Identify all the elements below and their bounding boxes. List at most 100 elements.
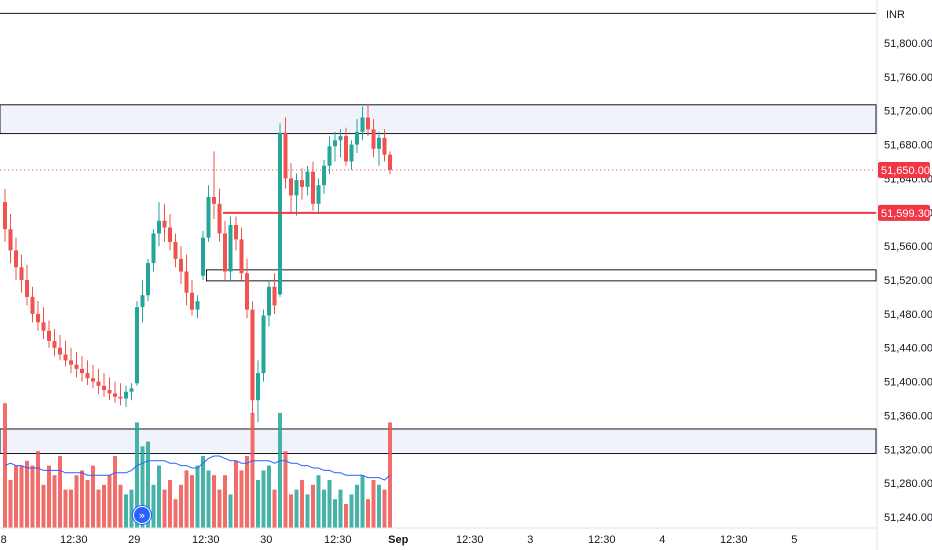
candle-body: [300, 180, 304, 187]
volume-bar: [305, 494, 310, 528]
candle-body: [107, 390, 112, 394]
volume-bar: [371, 480, 376, 528]
volume-bar: [146, 441, 150, 528]
price-tick-label: 51,360.00: [884, 410, 932, 422]
candle-body: [223, 233, 227, 272]
volume-bar: [195, 465, 200, 528]
candle-body: [118, 396, 123, 399]
candle-body: [157, 220, 161, 234]
volume-bar: [239, 470, 244, 528]
candle-body: [63, 354, 68, 361]
volume-bar: [261, 470, 266, 528]
volume-bar: [377, 484, 381, 528]
time-tick-label: 12:30: [324, 534, 352, 546]
volume-bar: [85, 480, 90, 528]
candle-body: [382, 137, 387, 155]
level-price-label: 51,599.30: [881, 208, 930, 220]
candle-body: [179, 258, 183, 272]
volume-bar: [217, 489, 222, 528]
candle-body: [261, 315, 266, 374]
candle-body: [195, 301, 200, 310]
candle-body: [322, 165, 326, 186]
price-tick-label: 51,720.00: [884, 106, 932, 118]
volume-bar: [344, 504, 348, 528]
volume-bar: [14, 465, 18, 528]
price-tick-label: 51,400.00: [884, 377, 932, 389]
volume-bar: [36, 451, 40, 528]
volume-bar: [47, 465, 51, 528]
candle-body: [168, 227, 172, 242]
time-tick-label: 4: [659, 534, 665, 546]
candle-body: [85, 373, 90, 379]
volume-bar: [179, 484, 183, 528]
candle-body: [272, 286, 277, 306]
volume-bar: [184, 470, 189, 528]
volume-bar: [294, 489, 299, 528]
volume-bar: [8, 480, 13, 528]
candle-body: [30, 296, 35, 314]
volume-bar: [349, 494, 354, 528]
candle-body: [190, 292, 194, 310]
candle-body: [267, 286, 271, 316]
price-axis[interactable]: 51,800.00 51,760.00 51,720.00 51,680.00 51,6…: [876, 0, 932, 550]
volume-bar: [289, 494, 293, 528]
candle-body: [234, 224, 238, 240]
volume-bar: [113, 456, 117, 528]
candle-body: [8, 229, 13, 251]
candle-body: [283, 132, 288, 179]
candle-body: [206, 197, 211, 238]
candle-body: [311, 171, 315, 204]
volume-bar: [41, 484, 46, 528]
candle-body: [305, 171, 310, 187]
volume-bar: [140, 446, 145, 528]
volume-bar: [168, 480, 172, 528]
candle-body: [151, 233, 156, 264]
volume-bar: [267, 465, 271, 528]
volume-bar: [234, 460, 238, 528]
candle-body: [256, 373, 260, 401]
price-tick-label: 51,440.00: [884, 343, 932, 355]
volume-bar: [338, 489, 343, 528]
candle-body: [366, 117, 370, 130]
time-axis[interactable]: 28 12:30 29 12:30 30 12:30 Sep 12:30 3 12:30 4 12:3…: [0, 527, 876, 546]
candle-body: [102, 385, 106, 391]
candle-body: [91, 378, 95, 382]
price-tick-label: 51,560.00: [884, 241, 932, 253]
double-chevron-right-icon[interactable]: »: [133, 506, 151, 524]
time-tick-label: 3: [527, 534, 533, 546]
current-price-label: 51,650.00: [881, 165, 930, 177]
volume-bar: [118, 484, 123, 528]
candle-body: [184, 271, 189, 293]
candle-body: [47, 330, 51, 341]
volume-bar: [135, 422, 139, 528]
level-price-label-box: [878, 204, 930, 221]
currency-label[interactable]: INR: [886, 9, 905, 21]
volume-bar: [96, 489, 101, 528]
price-tick-label: 51,680.00: [884, 140, 932, 152]
price-tick-label: 51,520.00: [884, 275, 932, 287]
candle-body: [41, 322, 46, 331]
volume-bar: [333, 499, 337, 528]
volume-bar: [327, 480, 332, 528]
volume-bar: [30, 465, 35, 528]
volume-ma-line: [4, 455, 391, 481]
candle-body: [135, 307, 139, 384]
candle-body: [333, 140, 337, 147]
volume-bar: [162, 489, 167, 528]
volume-bar: [91, 465, 95, 528]
candle-body: [245, 273, 249, 310]
volume-bar: [19, 465, 24, 528]
candle-body: [69, 360, 73, 365]
time-tick-label: 30: [260, 534, 272, 546]
ma-layer: [4, 455, 391, 481]
candle-body: [228, 224, 233, 272]
volume-bar: [322, 489, 326, 528]
volume-bar: [206, 470, 211, 528]
volume-bar: [250, 412, 255, 528]
zone-box: [206, 269, 877, 282]
candle-body: [250, 309, 255, 401]
candle-body: [355, 131, 359, 145]
volume-bar: [311, 484, 315, 528]
candle-body: [327, 146, 332, 166]
